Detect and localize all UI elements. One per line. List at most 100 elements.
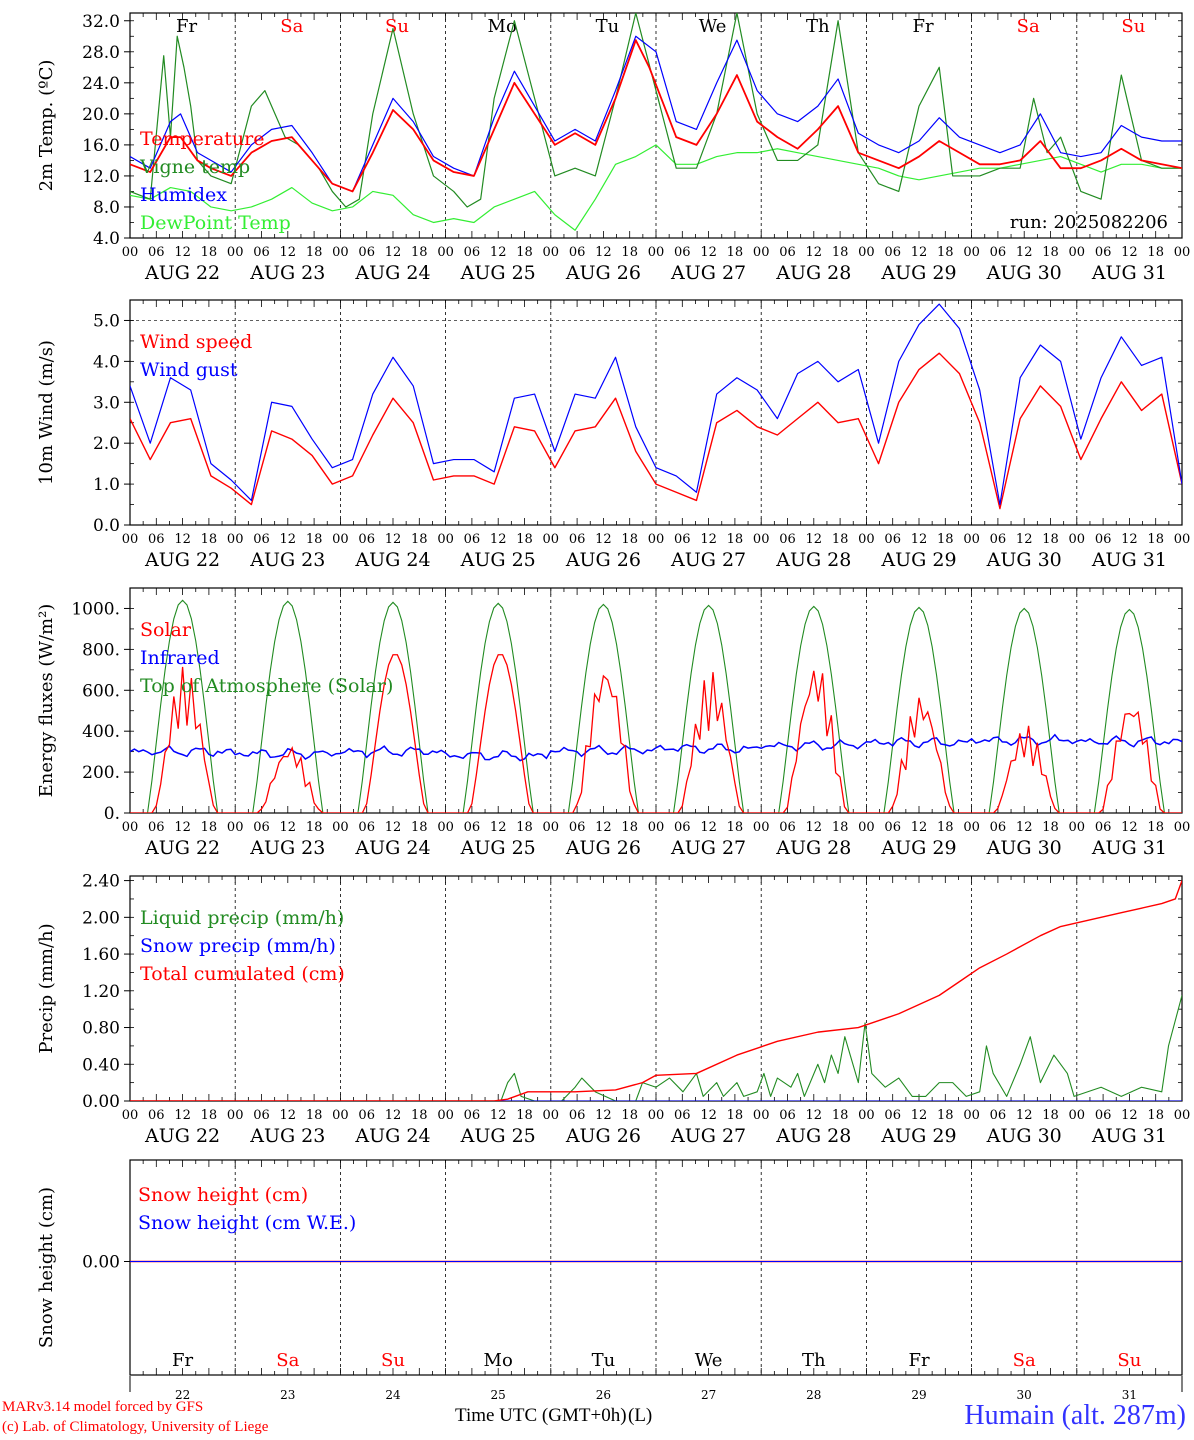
plot-frame <box>129 12 1183 239</box>
date-label: AUG 27 <box>670 549 746 571</box>
hour-tick-label: 18 <box>1042 1108 1059 1123</box>
hour-tick-label: 12 <box>385 1108 402 1123</box>
hour-tick-label: 18 <box>201 820 218 835</box>
hour-tick-label: 00 <box>543 1108 560 1123</box>
hour-tick-label: 12 <box>490 245 507 260</box>
hour-tick-label: 06 <box>569 245 586 260</box>
hour-tick-label: 00 <box>753 532 770 547</box>
weekday-label: Su <box>381 1350 405 1371</box>
panel-snow: 0.00 Snow height (cm) Fr 22 Sa 23 Su 24 Mo 25 Tu 26… <box>36 1159 1183 1402</box>
hour-tick-label: 18 <box>1147 1108 1164 1123</box>
y-tick-label: 0.00 <box>82 1092 120 1112</box>
hour-tick-label: 00 <box>1174 532 1191 547</box>
hour-tick-label: 06 <box>884 1108 901 1123</box>
legend-humidex: Humidex <box>140 184 227 206</box>
series-total-cumulated-cm--line <box>130 880 1182 1101</box>
day-number-label: 28 <box>806 1388 821 1402</box>
date-label: AUG 31 <box>1091 1125 1167 1147</box>
series-toa-line <box>130 599 1182 813</box>
hour-tick-label: 18 <box>306 245 323 260</box>
date-label: AUG 27 <box>670 1125 746 1147</box>
x-axis-title-overlay: (L) <box>628 1405 653 1426</box>
hour-tick-label: 12 <box>490 532 507 547</box>
x-axis-title: Time UTC (GMT+0h) <box>455 1405 627 1426</box>
date-label: AUG 28 <box>775 262 851 284</box>
hour-tick-label: 00 <box>543 532 560 547</box>
hour-tick-label: 18 <box>621 1108 638 1123</box>
date-label: AUG 25 <box>460 262 536 284</box>
hour-tick-label: 12 <box>911 245 928 260</box>
hour-tick-label: 12 <box>806 1108 823 1123</box>
legend-dewpoint-temp: DewPoint Temp <box>140 212 291 234</box>
hour-tick-label: 12 <box>385 532 402 547</box>
hour-tick-label: 12 <box>595 245 612 260</box>
legend-snow-precip-mm-h-: Snow precip (mm/h) <box>140 935 336 957</box>
lab-credit: (c) Lab. of Climatology, University of L… <box>2 1419 269 1435</box>
hour-tick-label: 12 <box>280 532 297 547</box>
hour-tick-label: 00 <box>543 245 560 260</box>
weekday-label: Th <box>806 16 830 37</box>
legend-wind-gust: Wind gust <box>140 359 238 381</box>
hour-tick-label: 06 <box>358 532 375 547</box>
hour-tick-label: 00 <box>648 1108 665 1123</box>
hour-tick-label: 12 <box>1121 1108 1138 1123</box>
hour-tick-label: 06 <box>779 245 796 260</box>
hour-tick-label: 06 <box>253 532 270 547</box>
hour-tick-label: 00 <box>437 1108 454 1123</box>
hour-tick-label: 00 <box>753 1108 770 1123</box>
hour-tick-label: 18 <box>516 1108 533 1123</box>
y-tick-label: 3.0 <box>93 393 120 413</box>
hour-tick-label: 06 <box>779 820 796 835</box>
y-tick-label: 200. <box>82 763 120 783</box>
y-tick-label: 2.0 <box>93 434 120 454</box>
date-label: AUG 22 <box>144 1125 220 1147</box>
weekday-label: Mo <box>488 16 517 37</box>
weekday-label: Sa <box>280 16 303 37</box>
legend-infrared: Infrared <box>140 647 220 669</box>
hour-tick-label: 06 <box>464 532 481 547</box>
station-name: Humain (alt. 287m) <box>964 1400 1186 1431</box>
date-label: AUG 31 <box>1091 262 1167 284</box>
y-axis-title: 10m Wind (m/s) <box>36 340 57 485</box>
legend-snow-height-cm-w-e-: Snow height (cm W.E.) <box>138 1212 356 1234</box>
date-label: AUG 27 <box>670 262 746 284</box>
hour-tick-label: 00 <box>1174 1108 1191 1123</box>
hour-tick-label: 18 <box>1042 532 1059 547</box>
hour-tick-label: 06 <box>990 1108 1007 1123</box>
hour-tick-label: 18 <box>832 532 849 547</box>
date-label: AUG 25 <box>460 837 536 859</box>
y-axis-title: Precip (mm/h) <box>36 923 57 1053</box>
hour-tick-label: 06 <box>1095 820 1112 835</box>
hour-tick-label: 00 <box>963 245 980 260</box>
legend-temperature: Temperature <box>140 128 264 150</box>
y-tick-label: 2.40 <box>82 872 120 892</box>
hour-tick-label: 00 <box>1069 532 1086 547</box>
weekday-label: Mo <box>484 1350 513 1371</box>
date-label: AUG 22 <box>144 262 220 284</box>
hour-tick-label: 12 <box>806 245 823 260</box>
weekday-label: We <box>695 1350 723 1371</box>
hour-tick-label: 00 <box>858 245 875 260</box>
y-tick-label: 8.0 <box>93 198 120 218</box>
hour-tick-label: 00 <box>332 532 349 547</box>
hour-tick-label: 12 <box>700 1108 717 1123</box>
hour-tick-label: 00 <box>437 820 454 835</box>
hour-tick-label: 12 <box>490 820 507 835</box>
date-label: AUG 30 <box>986 262 1062 284</box>
hour-tick-label: 06 <box>464 820 481 835</box>
hour-tick-label: 00 <box>543 820 560 835</box>
hour-tick-label: 12 <box>595 820 612 835</box>
y-tick-label: 4.0 <box>93 352 120 372</box>
date-label: AUG 28 <box>775 837 851 859</box>
date-label: AUG 31 <box>1091 549 1167 571</box>
date-label: AUG 26 <box>565 837 641 859</box>
panel-precip: 0.00 0.40 0.80 1.20 1.60 2.00 2.40 Precip (mm/h… <box>36 872 1190 1147</box>
panel-wind: 0.0 1.0 2.0 3.0 4.0 5.0 10m Wind (m/s) 00 06 12 18… <box>36 299 1191 571</box>
weekday-label: Fr <box>912 16 933 37</box>
hour-tick-label: 12 <box>1016 1108 1033 1123</box>
y-tick-label: 32.0 <box>82 12 120 32</box>
hour-tick-label: 06 <box>569 820 586 835</box>
hour-tick-label: 00 <box>227 245 244 260</box>
hour-tick-label: 18 <box>516 820 533 835</box>
hour-tick-label: 06 <box>358 820 375 835</box>
